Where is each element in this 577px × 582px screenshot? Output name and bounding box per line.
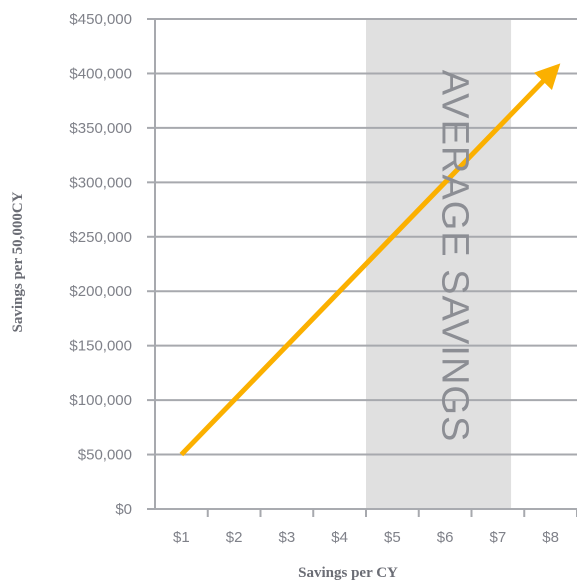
savings-trend-arrow — [179, 63, 561, 457]
y-tick-label: $450,000 — [69, 11, 132, 28]
average-savings-label: AVERAGE SAVINGS — [434, 70, 476, 443]
y-tick-label: $100,000 — [69, 392, 132, 409]
y-tick-label: $0 — [115, 501, 132, 518]
x-tick-label: $1 — [173, 529, 190, 546]
y-tick-label: $350,000 — [69, 120, 132, 137]
y-axis-title: Savings per 50,000CY — [10, 191, 26, 332]
y-tick-label: $400,000 — [69, 65, 132, 82]
x-tick-label: $5 — [384, 529, 401, 546]
y-tick-label: $50,000 — [78, 447, 132, 464]
x-axis-title: Savings per CY — [298, 565, 398, 581]
y-tick-label: $200,000 — [69, 283, 132, 300]
y-tick-label: $300,000 — [69, 174, 132, 191]
x-tick-label: $7 — [490, 529, 507, 546]
y-tick-label: $150,000 — [69, 338, 132, 355]
y-tick-label: $250,000 — [69, 229, 132, 246]
x-tick-label: $3 — [279, 529, 296, 546]
x-tick-label: $2 — [226, 529, 243, 546]
average-savings-band — [366, 19, 512, 509]
x-tick-label: $4 — [331, 529, 348, 546]
x-tick-label: $8 — [542, 529, 559, 546]
x-tick-label: $6 — [437, 529, 454, 546]
